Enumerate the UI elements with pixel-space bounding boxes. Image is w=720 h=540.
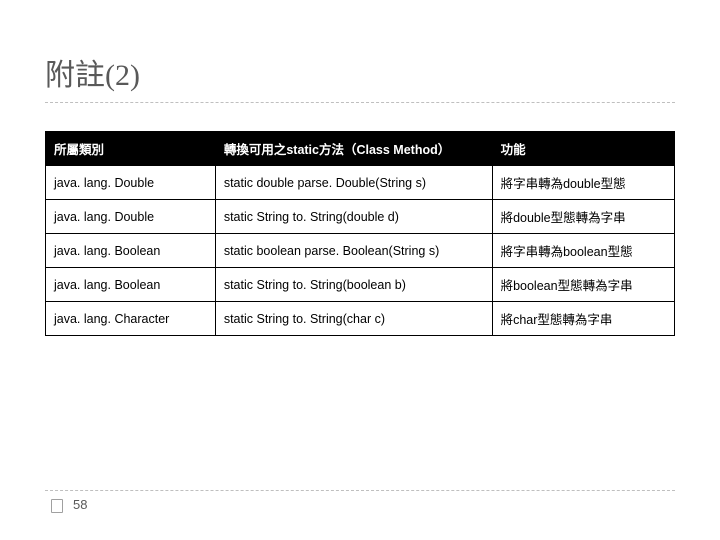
cell-method: static double parse. Double(String s) — [215, 166, 492, 200]
table-row: java. lang. Double static String to. Str… — [46, 200, 675, 234]
cell-class: java. lang. Double — [46, 200, 216, 234]
table-row: java. lang. Double static double parse. … — [46, 166, 675, 200]
cell-method: static boolean parse. Boolean(String s) — [215, 234, 492, 268]
cell-function: 將double型態轉為字串 — [492, 200, 674, 234]
cell-method: static String to. String(double d) — [215, 200, 492, 234]
footer-divider — [45, 490, 675, 491]
slide-footer: 58 — [45, 490, 675, 512]
title-divider — [45, 102, 675, 103]
slide-title: 附註(2) — [45, 50, 675, 94]
cell-function: 將boolean型態轉為字串 — [492, 268, 674, 302]
table-header-row: 所屬類別 轉換可用之static方法（Class Method） 功能 — [46, 132, 675, 166]
cell-function: 將字串轉為boolean型態 — [492, 234, 674, 268]
cell-function: 將字串轉為double型態 — [492, 166, 674, 200]
cell-method: static String to. String(char c) — [215, 302, 492, 336]
table-row: java. lang. Character static String to. … — [46, 302, 675, 336]
cell-class: java. lang. Boolean — [46, 268, 216, 302]
table-row: java. lang. Boolean static boolean parse… — [46, 234, 675, 268]
table-row: java. lang. Boolean static String to. St… — [46, 268, 675, 302]
cell-function: 將char型態轉為字串 — [492, 302, 674, 336]
cell-method: static String to. String(boolean b) — [215, 268, 492, 302]
header-function: 功能 — [492, 132, 674, 166]
cell-class: java. lang. Double — [46, 166, 216, 200]
cell-class: java. lang. Boolean — [46, 234, 216, 268]
page-number: 58 — [45, 497, 675, 512]
cell-class: java. lang. Character — [46, 302, 216, 336]
methods-table: 所屬類別 轉換可用之static方法（Class Method） 功能 java… — [45, 131, 675, 336]
header-class: 所屬類別 — [46, 132, 216, 166]
header-method: 轉換可用之static方法（Class Method） — [215, 132, 492, 166]
